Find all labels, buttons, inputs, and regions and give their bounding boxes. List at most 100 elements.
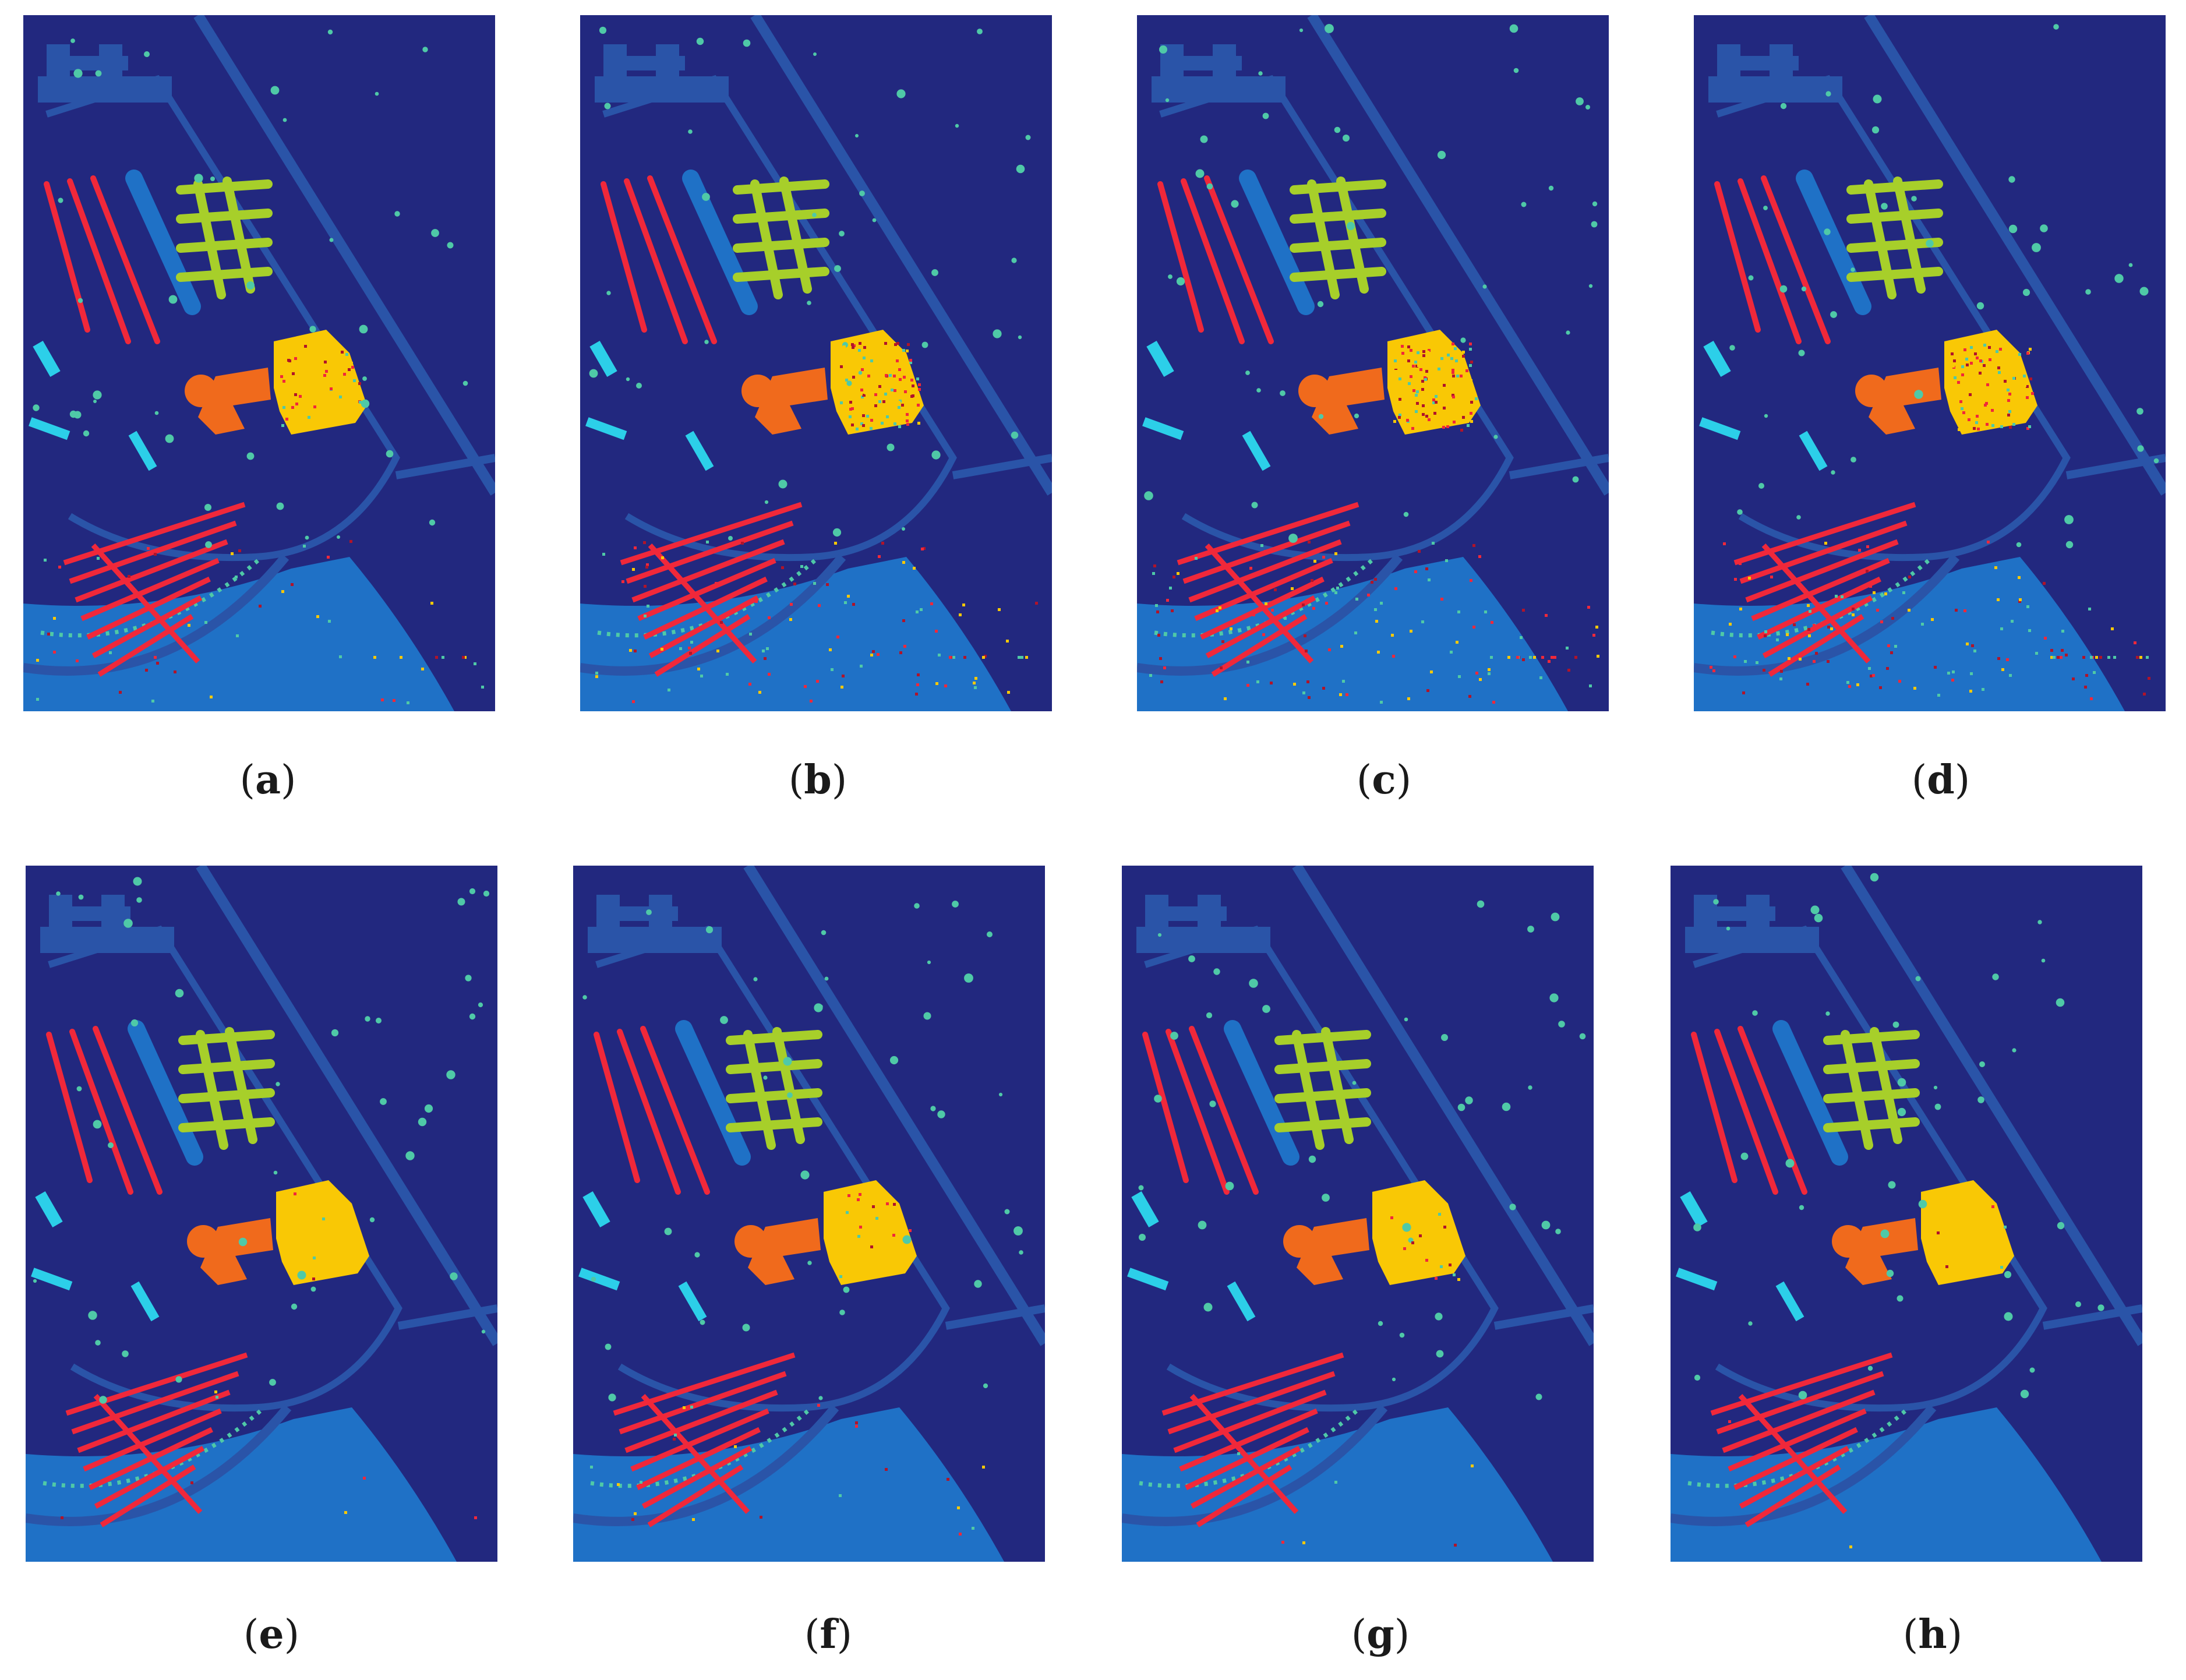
caption-f: (f) <box>804 1611 853 1658</box>
map-svg-f <box>573 866 1045 1562</box>
cross-road <box>397 1304 497 1330</box>
main-road <box>1307 15 1609 496</box>
e-shaped-building <box>595 44 729 103</box>
classification-map-a <box>23 15 495 711</box>
yellow-green-structure <box>726 1027 822 1150</box>
tree-dots <box>33 877 490 1404</box>
noise-speckles <box>1149 342 1599 704</box>
cyan-buildings <box>585 341 714 471</box>
classification-map-e <box>26 866 497 1562</box>
red-parking-grid <box>1177 502 1359 677</box>
orange-building <box>1845 1218 1918 1285</box>
main-road <box>193 15 495 496</box>
cyan-buildings <box>1142 341 1271 471</box>
meadow-region <box>23 557 454 711</box>
blue-strip-building <box>675 1020 751 1166</box>
tree-dots <box>33 29 468 548</box>
red-class-strips <box>1714 175 1831 344</box>
meadow-region <box>1137 557 1568 711</box>
e-shaped-building <box>38 44 172 103</box>
yellow-green-structure <box>1290 177 1386 299</box>
map-svg-a <box>23 15 495 711</box>
yellow-green-structure <box>733 177 829 299</box>
classification-map-b <box>580 15 1052 711</box>
cross-road <box>952 454 1052 479</box>
red-parking-grid <box>613 1352 796 1527</box>
cross-road <box>1509 454 1609 479</box>
red-parking-grid <box>1161 1352 1344 1527</box>
e-shaped-building <box>1152 44 1286 103</box>
caption-e: (e) <box>243 1611 300 1658</box>
cyan-buildings <box>1676 1191 1804 1322</box>
meadow-region <box>580 557 1011 711</box>
noise-speckles <box>36 345 484 704</box>
meadow-region <box>1122 1407 1553 1562</box>
gold-building <box>824 1180 917 1285</box>
classification-map-g <box>1122 866 1594 1562</box>
gold-building <box>1944 330 2037 435</box>
yellow-green-structure <box>178 1027 275 1150</box>
meadow-region <box>26 1407 457 1562</box>
blue-strip-building <box>128 1020 203 1166</box>
arc-road-outer <box>1122 1404 1388 1526</box>
map-svg-e <box>26 866 497 1562</box>
noise-speckles <box>1237 1213 1474 1547</box>
caption-h: (h) <box>1902 1611 1963 1658</box>
orange-building <box>198 368 271 435</box>
e-shaped-building <box>588 895 722 953</box>
map-svg-d <box>1694 15 2166 711</box>
orange-building <box>1312 368 1385 435</box>
cross-road <box>945 1304 1045 1330</box>
yellow-green-structure <box>176 177 273 299</box>
orange-building <box>1297 1218 1369 1285</box>
cyan-buildings <box>1127 1191 1256 1322</box>
noise-speckles <box>1728 1205 2007 1548</box>
orange-building <box>1869 368 1941 435</box>
red-class-strips <box>1142 1026 1259 1195</box>
blue-strip-building <box>125 170 201 315</box>
yellow-green-structure <box>1846 177 1943 299</box>
yellow-green-structure <box>1823 1027 1920 1150</box>
noise-speckles <box>1710 343 2150 700</box>
cross-road <box>2065 454 2166 479</box>
red-class-strips <box>601 175 717 344</box>
caption-a: (a) <box>239 757 296 803</box>
map-svg-h <box>1671 866 2142 1562</box>
classification-map-h <box>1671 866 2142 1562</box>
gold-building <box>1921 1180 2014 1285</box>
classification-map-d <box>1694 15 2166 711</box>
caption-c: (c) <box>1356 757 1412 803</box>
gold-building <box>276 1180 369 1285</box>
caption-g: (g) <box>1351 1611 1410 1658</box>
blue-strip-building <box>1796 170 1871 315</box>
arc-road-outer <box>573 1404 839 1526</box>
yellow-green-structure <box>1274 1027 1371 1150</box>
main-road <box>1864 15 2166 496</box>
arc-road-outer <box>23 553 289 676</box>
main-road <box>196 866 497 1346</box>
red-parking-grid <box>1733 502 1916 677</box>
cross-road <box>1493 1304 1594 1330</box>
arc-road-outer <box>1671 1404 1937 1526</box>
red-parking-grid <box>620 502 803 677</box>
tree-dots <box>589 26 1031 541</box>
meadow-region <box>1671 1407 2102 1562</box>
gold-building <box>274 330 367 435</box>
tree-dots <box>1138 900 1586 1400</box>
red-class-strips <box>44 175 160 344</box>
map-svg-c <box>1137 15 1609 711</box>
e-shaped-building <box>1708 44 1842 103</box>
cyan-buildings <box>578 1191 707 1322</box>
red-parking-grid <box>63 502 246 677</box>
arc-road-outer <box>1694 553 1960 676</box>
orange-building <box>755 368 828 435</box>
e-shaped-building <box>1136 895 1270 953</box>
orange-building <box>748 1218 821 1285</box>
cross-road <box>395 454 495 479</box>
red-parking-grid <box>65 1352 248 1527</box>
blue-strip-building <box>1239 170 1315 315</box>
map-svg-g <box>1122 866 1594 1562</box>
main-road <box>743 866 1045 1346</box>
caption-b: (b) <box>788 757 847 803</box>
